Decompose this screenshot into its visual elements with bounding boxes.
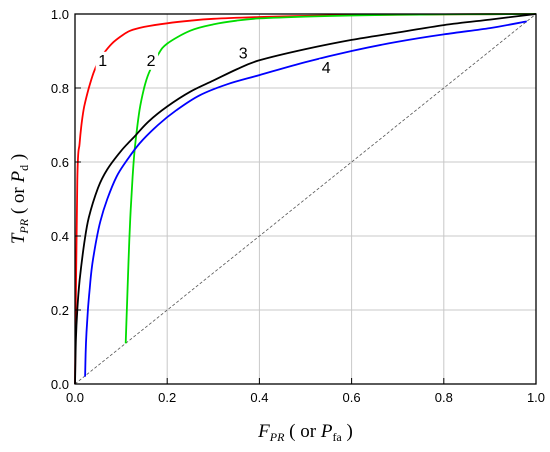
y-tick-label: 0.4: [51, 229, 69, 244]
x-tick-label: 1.0: [527, 390, 545, 405]
x-axis-title-end: ): [342, 421, 353, 442]
x-axis-title-mid: ( or: [284, 421, 320, 442]
reference-diagonal-line: [74, 13, 537, 385]
curve-2-label: 2: [147, 53, 156, 70]
x-axis-title-main: F: [257, 421, 270, 442]
curve-2-label-bg: [144, 51, 159, 70]
x-axis-title-sub2: fa: [332, 430, 342, 444]
curve-3-label-bg: [236, 44, 251, 63]
y-tick-label: 0.2: [51, 303, 69, 318]
y-axis-title-main2: P: [8, 171, 29, 184]
y-axis-title-end: ): [8, 154, 29, 165]
y-axis-title-main: T: [8, 232, 29, 244]
y-tick-label: 0.6: [51, 155, 69, 170]
y-tick-label: 0.8: [51, 81, 69, 96]
curve-1-label: 1: [98, 53, 107, 70]
y-axis-title-sub2: d: [17, 165, 31, 171]
curve-1-label-bg: [95, 51, 110, 70]
curve-labels: 1 2 3 4: [95, 44, 334, 78]
y-tick-label: 1.0: [51, 7, 69, 22]
x-tick-label: 0.6: [343, 390, 361, 405]
x-tick-label: 0.4: [250, 390, 268, 405]
axis-ticks: 0.0 0.2 0.4 0.6 0.8 1.0 0.0 0.2 0.4 0.6 0.8 1.0: [51, 7, 545, 405]
y-tick-label: 0.0: [51, 377, 69, 392]
plot-frame: [74, 13, 537, 385]
y-axis-title: TPR ( or Pd ): [8, 154, 31, 244]
x-axis-title-main2: P: [320, 421, 333, 442]
curve-4-label-bg: [319, 59, 334, 78]
x-axis-title-sub: PR: [269, 430, 285, 444]
x-axis-title: FPR ( or Pfa ): [257, 421, 353, 444]
curves-group: [74, 13, 537, 385]
curve-4-line: [84, 20, 527, 377]
y-axis-title-sub: PR: [17, 218, 31, 234]
x-tick-label: 0.2: [158, 390, 176, 405]
curve-4-label: 4: [322, 60, 331, 77]
x-tick-label: 0.8: [435, 390, 453, 405]
y-axis-title-mid: ( or: [8, 183, 29, 219]
curve-3-label: 3: [239, 45, 248, 62]
curve-2-line: [124, 13, 537, 344]
curve-3-line: [74, 13, 537, 385]
x-tick-label: 0.0: [66, 390, 84, 405]
